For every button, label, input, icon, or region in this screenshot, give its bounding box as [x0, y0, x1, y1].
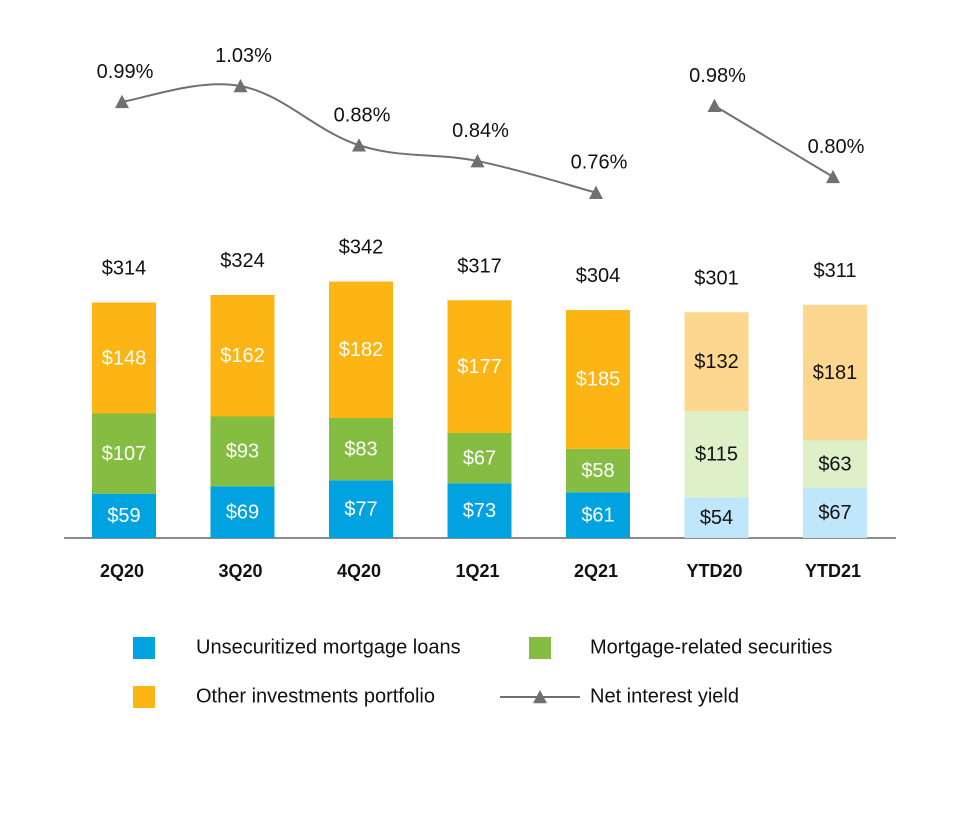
data-label: $59	[107, 505, 140, 527]
data-label: $107	[102, 443, 147, 465]
total-label: $311	[813, 260, 856, 282]
data-label: $115	[695, 444, 738, 466]
yield-marker	[707, 98, 722, 113]
legend-label: Unsecuritized mortgage loans	[196, 636, 461, 658]
legend-swatch	[133, 637, 155, 659]
data-label: $162	[220, 345, 265, 367]
data-label: $58	[581, 460, 614, 482]
total-label: $304	[576, 265, 621, 287]
bar-segment-4q20-securities	[329, 418, 393, 481]
data-label: $69	[226, 501, 259, 523]
bar-segment-3q20-loans	[210, 486, 275, 538]
yield-label: 0.98%	[689, 65, 746, 87]
legend-triangle-icon	[533, 690, 547, 704]
legend-label: Other investments portfolio	[196, 685, 435, 707]
bar-segment-1q21-loans	[447, 483, 512, 538]
data-label: $67	[818, 502, 851, 524]
data-label: $61	[581, 504, 614, 526]
bar-segment-2q20-other	[92, 302, 156, 414]
bar-segment-2q21-loans	[566, 492, 630, 538]
bar-segment-3q20-securities	[210, 416, 275, 487]
yield-label: 0.88%	[334, 104, 391, 126]
bar-segment-2q21-securities	[566, 448, 630, 493]
data-label: $67	[463, 447, 496, 469]
bar-segment-ytd20-loans	[684, 497, 749, 538]
yield-marker	[589, 185, 603, 199]
data-label: $182	[339, 339, 384, 361]
total-label: $317	[457, 255, 502, 277]
bar-segment-ytd20-other	[684, 312, 749, 412]
legend-label: Net interest yield	[590, 685, 739, 707]
data-label: $83	[344, 438, 377, 460]
yield-label: 1.03%	[215, 45, 272, 67]
yield-label: 0.99%	[97, 61, 154, 83]
bar-segment-ytd21-securities	[803, 440, 867, 488]
data-label: $185	[576, 369, 621, 391]
x-tick-label: 2Q21	[574, 561, 618, 581]
yield-marker	[352, 138, 366, 152]
bar-segment-ytd21-other	[803, 304, 867, 441]
bar-segment-1q21-securities	[447, 433, 512, 484]
legend-label: Mortgage-related securities	[590, 636, 832, 658]
total-label: $301	[694, 267, 739, 289]
yield-label: 0.80%	[808, 136, 865, 158]
bar-segment-3q20-other	[210, 295, 275, 417]
yield-marker	[233, 79, 248, 93]
data-label: $73	[463, 500, 496, 522]
yield-line-segment-2	[713, 104, 834, 178]
yield-marker	[826, 169, 840, 184]
data-label: $177	[457, 356, 502, 378]
bar-segment-ytd21-loans	[803, 487, 867, 538]
bar-segment-4q20-loans	[329, 480, 393, 538]
bar-segment-2q20-securities	[92, 413, 156, 494]
bar-segment-4q20-other	[329, 281, 393, 418]
bar-segment-1q21-other	[447, 300, 512, 433]
total-label: $314	[102, 258, 147, 280]
yield-label: 0.76%	[571, 152, 628, 174]
x-tick-label: 4Q20	[337, 561, 381, 581]
data-label: $132	[694, 351, 739, 373]
yield-label: 0.84%	[452, 120, 509, 142]
x-tick-label: YTD21	[805, 561, 861, 581]
x-tick-label: 2Q20	[100, 561, 144, 581]
yield-marker	[115, 94, 129, 109]
x-tick-label: 3Q20	[218, 561, 262, 581]
bar-segment-2q21-other	[566, 310, 630, 449]
data-label: $148	[102, 347, 147, 369]
bar-segment-2q20-loans	[92, 493, 156, 538]
data-label: $181	[813, 362, 858, 384]
data-label: $54	[700, 507, 733, 529]
data-label: $63	[818, 453, 851, 475]
total-label: $324	[220, 250, 265, 272]
x-tick-label: YTD20	[686, 561, 742, 581]
data-label: $77	[344, 498, 377, 520]
yield-marker	[470, 154, 485, 168]
data-label: $93	[226, 441, 259, 463]
legend-swatch	[529, 637, 551, 659]
bar-segment-ytd20-securities	[684, 411, 749, 498]
total-label: $342	[339, 237, 384, 259]
x-tick-label: 1Q21	[455, 561, 499, 581]
legend-swatch	[133, 686, 155, 708]
